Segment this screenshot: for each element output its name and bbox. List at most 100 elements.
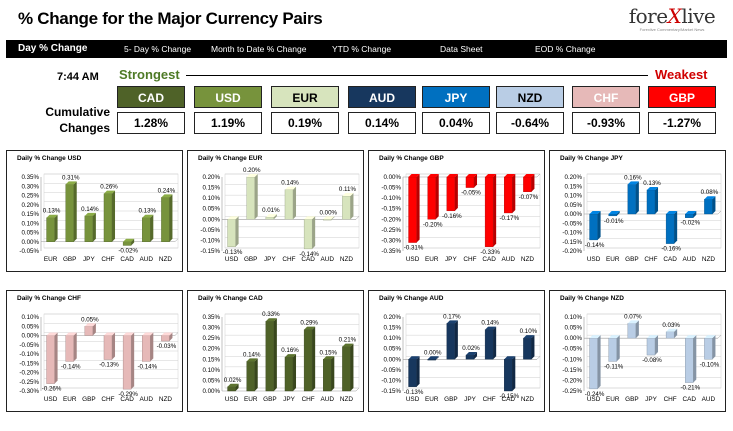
bar-side (655, 186, 659, 214)
data-label: 0.17% (443, 313, 461, 320)
data-label: 0.15% (320, 349, 338, 356)
y-tick-label: -0.20% (562, 377, 582, 384)
bar-nzd (523, 335, 535, 360)
data-label: -0.13% (404, 389, 424, 396)
data-label: 0.20% (243, 167, 261, 174)
nav-day-change[interactable]: Day % Change (18, 43, 88, 54)
bar-gbp (246, 174, 258, 220)
y-tick-label: -0.15% (200, 248, 220, 255)
bar-top (485, 174, 497, 177)
y-tick-label: -0.20% (381, 216, 401, 223)
bar-face (484, 329, 494, 360)
bar-gbp (265, 318, 277, 392)
bar-face (704, 337, 713, 360)
y-tick-label: 0.00% (564, 335, 582, 342)
baseline-depth (355, 387, 360, 392)
bar-cad (504, 356, 516, 392)
data-label: -0.08% (642, 357, 662, 364)
currency-code: CHF (572, 86, 640, 108)
bar-top (523, 335, 535, 339)
baseline-depth (174, 238, 179, 242)
data-label: 0.13% (43, 208, 61, 215)
bar-side (331, 356, 335, 391)
bar-side (254, 358, 258, 391)
nav-data-sheet[interactable]: Data Sheet (440, 44, 483, 54)
chart-title: Daily % Change USD (17, 155, 82, 162)
data-label: 0.03% (662, 322, 680, 329)
bar-face (589, 213, 598, 241)
currency-change-value: 0.14% (348, 112, 416, 134)
x-tick-label: USD (406, 396, 420, 403)
currency-change-value: -1.27% (648, 112, 716, 134)
data-label: -0.20% (423, 221, 443, 228)
bar-side (693, 335, 697, 383)
x-tick-label: EUR (606, 256, 620, 263)
data-label: -0.11% (604, 363, 624, 370)
bar-cad (122, 238, 135, 246)
bar-usd (408, 356, 420, 387)
x-tick-label: JPY (83, 256, 95, 263)
y-tick-label: 0.30% (202, 325, 220, 332)
x-tick-label: EUR (425, 396, 439, 403)
x-tick-label: AUD (702, 396, 716, 403)
bar-chf (646, 186, 659, 215)
nav-bar: Day % Change 5- Day % Change Month to Da… (6, 40, 727, 58)
y-tick-label: 0.10% (564, 314, 582, 321)
bar-side (92, 323, 96, 336)
bar-face (342, 195, 351, 220)
bar-chf (665, 328, 678, 339)
bar-usd (227, 383, 239, 392)
x-tick-label: GBP (625, 256, 639, 263)
nav-month-to-date-change[interactable]: Month to Date % Change (211, 44, 307, 54)
bar-top (589, 335, 601, 339)
bar-gbp (627, 320, 639, 339)
bar-cad (122, 332, 135, 390)
bar-side (112, 190, 116, 242)
bar-top (485, 326, 497, 330)
currency-change-value: 1.28% (117, 112, 185, 134)
bar-face (122, 335, 132, 390)
bar-face (142, 217, 151, 242)
bar-jpy (646, 335, 659, 356)
bar-top (666, 211, 678, 214)
bar-cad (484, 174, 497, 247)
currency-code: CAD (117, 86, 185, 108)
y-tick-label: -0.10% (19, 351, 39, 358)
logo-tagline: Forexlive Commentary/Market News (639, 27, 705, 32)
data-label: -0.33% (480, 249, 500, 256)
data-label: -0.24% (585, 391, 605, 398)
chart-panel: Daily % Change EUR 0.20% 0.15% 0.10% 0.05% 0.… (187, 150, 364, 272)
bar-side (474, 174, 478, 188)
y-tick-label: 0.15% (564, 183, 582, 190)
data-label: -0.17% (499, 215, 519, 222)
baseline-depth (174, 332, 179, 336)
nav-5day-change[interactable]: 5- Day % Change (124, 44, 192, 54)
bar-side (331, 216, 335, 221)
data-label: 0.00% (320, 209, 338, 216)
bar-side (312, 326, 316, 391)
bar-side (635, 181, 639, 214)
data-label: 0.33% (262, 311, 280, 318)
data-label: -0.14% (61, 363, 81, 370)
nav-eod-change[interactable]: EOD % Change (535, 44, 596, 54)
bar-usd (589, 211, 601, 241)
chart-title: Daily % Change EUR (198, 155, 263, 162)
currency-code: GBP (648, 86, 716, 108)
y-tick-label: -0.05% (562, 346, 582, 353)
bar-top (666, 328, 678, 332)
bar-top (265, 318, 277, 322)
strongest-label: Strongest (119, 67, 180, 82)
bar-face (408, 176, 417, 243)
bar-side (169, 332, 173, 342)
logo-text-x: X (667, 4, 682, 28)
bar-top (65, 332, 77, 336)
bar-nzd (523, 174, 535, 193)
y-tick-label: -0.15% (381, 206, 401, 213)
x-tick-label: USD (587, 256, 601, 263)
bar-side (416, 174, 420, 243)
bar-face (246, 361, 255, 392)
nav-ytd-change[interactable]: YTD % Change (332, 44, 392, 54)
forexlive-logo[interactable]: foreXlive Forexlive Commentary/Market Ne… (620, 5, 724, 39)
bar-side (531, 174, 535, 192)
x-tick-label: CHF (664, 396, 677, 403)
